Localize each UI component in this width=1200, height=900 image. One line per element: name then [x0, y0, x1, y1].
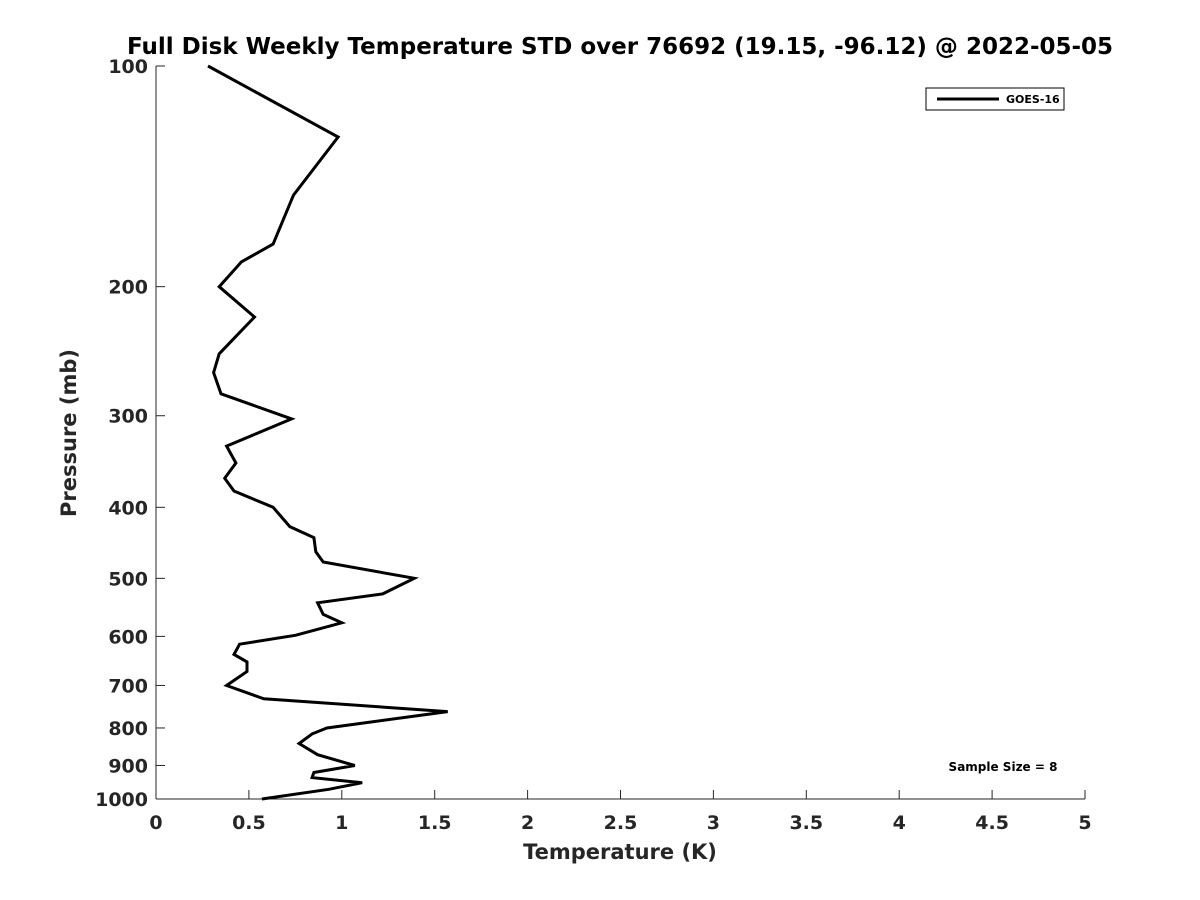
plot-background	[156, 66, 1085, 799]
series-line-0	[207, 64, 448, 801]
x-tick-label: 4	[893, 812, 906, 834]
x-tick-label: 3	[707, 812, 720, 834]
x-tick-label: 4.5	[975, 812, 1009, 834]
legend-label: GOES-16	[1006, 93, 1060, 106]
y-tick-label: 600	[108, 626, 148, 648]
x-tick-label: 2	[521, 812, 534, 834]
x-axis-label: Temperature (K)	[523, 840, 717, 864]
y-tick-label: 400	[108, 497, 148, 519]
x-tick-label: 2.5	[604, 812, 638, 834]
x-axis-ticks: 0 0.5 1 1.5 2 2.5 3 3.5 4 4.5 5	[149, 790, 1092, 834]
y-tick-label: 800	[108, 718, 148, 740]
x-tick-label: 0.5	[232, 812, 266, 834]
x-tick-label: 3.5	[789, 812, 823, 834]
y-tick-label: 900	[108, 755, 148, 777]
sample-size-annotation: Sample Size = 8	[949, 760, 1058, 774]
y-axis-label: Pressure (mb)	[57, 349, 81, 517]
y-axis-ticks: 100 200 300 400 500 600 700 800 900 1000	[95, 56, 165, 811]
y-tick-label: 300	[108, 406, 148, 428]
x-tick-label: 1	[335, 812, 348, 834]
y-tick-label: 500	[108, 568, 148, 590]
plot-area: 0 0.5 1 1.5 2 2.5 3 3.5 4 4.5 5 100 200 300 400 500 600…	[95, 56, 1092, 834]
y-tick-label: 100	[108, 56, 148, 78]
y-tick-label: 200	[108, 277, 148, 299]
y-tick-label: 1000	[95, 789, 148, 811]
chart-title: Full Disk Weekly Temperature STD over 76…	[127, 34, 1113, 60]
y-tick-label: 700	[108, 675, 148, 697]
x-tick-label: 1.5	[418, 812, 452, 834]
legend: GOES-16	[925, 87, 1065, 111]
x-tick-label: 0	[149, 812, 162, 834]
series-layer	[207, 64, 448, 801]
x-tick-label: 5	[1078, 812, 1091, 834]
